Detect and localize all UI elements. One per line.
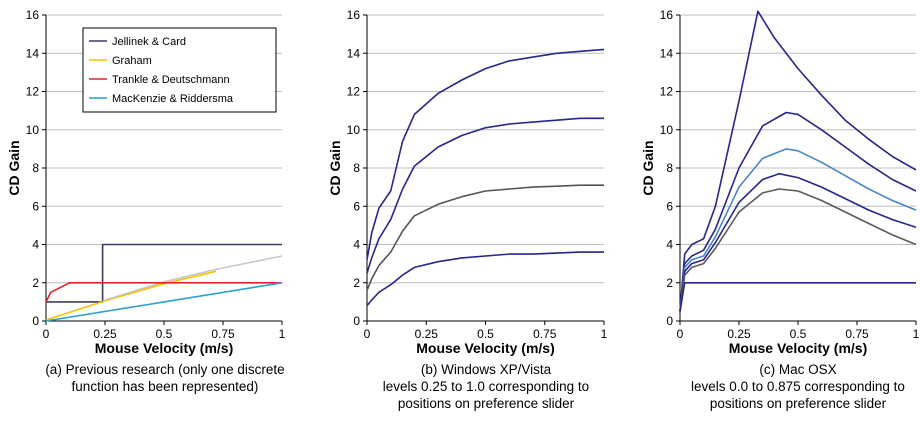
y-tick-label: 6 xyxy=(666,199,673,213)
y-tick-label: 14 xyxy=(26,46,40,60)
series-line-3 xyxy=(679,148,917,312)
x-axis-label: Mouse Velocity (m/s) xyxy=(416,340,554,356)
x-tick-label: 0 xyxy=(677,327,684,341)
x-tick-label: 0 xyxy=(43,327,50,341)
y-tick-label: 0 xyxy=(666,314,673,328)
y-tick-label: 10 xyxy=(347,123,361,137)
y-tick-label: 2 xyxy=(353,276,360,290)
x-axis-label: Mouse Velocity (m/s) xyxy=(95,340,233,356)
caption-line: positions on preference slider xyxy=(710,396,887,411)
y-tick-label: 10 xyxy=(660,123,674,137)
y-tick-label: 2 xyxy=(666,276,673,290)
x-tick-label: 1 xyxy=(913,327,920,341)
caption-line: levels 0.0 to 0.875 corresponding to xyxy=(691,379,905,394)
x-tick-label: 0 xyxy=(364,327,371,341)
series-line-1 xyxy=(366,48,605,260)
caption-line: function has been represented) xyxy=(72,379,259,394)
y-axis-label: CD Gain xyxy=(6,140,22,195)
series-line-3 xyxy=(366,184,604,291)
legend: Jellinek & Card Graham Trankle & Deutschma… xyxy=(82,27,277,113)
y-tick-label: 4 xyxy=(32,238,39,252)
legend-label: Trankle & Deutschmann xyxy=(112,74,230,86)
x-tick-label: 0.25 xyxy=(93,327,117,341)
caption-line: (b) Windows XP/Vista xyxy=(421,362,552,377)
series-line-6 xyxy=(679,281,916,312)
chart-panel-2: 0 2 4 6 8 10 12 14 16 0 0.25 0.5 0.75 1 Mouse Velocity… xyxy=(327,8,608,411)
y-tick-label: 12 xyxy=(660,85,674,99)
caption-line: (a) Previous research (only one discrete xyxy=(45,362,284,377)
caption-line: positions on preference slider xyxy=(398,396,575,411)
series-line-4 xyxy=(366,251,604,307)
series-line-1 xyxy=(46,243,282,303)
series-line-4 xyxy=(679,172,917,312)
caption-line: levels 0.25 to 1.0 corresponding to xyxy=(383,379,589,394)
x-tick-label: 0.75 xyxy=(211,327,235,341)
y-tick-label: 12 xyxy=(26,85,40,99)
y-tick-label: 16 xyxy=(660,8,674,22)
y-tick-label: 14 xyxy=(347,46,361,60)
y-tick-label: 16 xyxy=(347,8,361,22)
x-tick-label: 1 xyxy=(279,327,286,341)
y-axis-label: CD Gain xyxy=(640,140,656,195)
chart-panel-1: 0 2 4 6 8 10 12 14 16 0 0.25 0.5 0.75 1 Mouse Velocity… xyxy=(6,8,286,394)
y-tick-label: 8 xyxy=(32,161,39,175)
y-tick-label: 12 xyxy=(347,85,361,99)
y-axis-label: CD Gain xyxy=(327,140,343,195)
caption-line: (c) Mac OSX xyxy=(759,362,836,377)
x-tick-label: 0.75 xyxy=(533,327,557,341)
x-tick-label: 0.25 xyxy=(415,327,439,341)
y-tick-label: 16 xyxy=(26,8,40,22)
legend-label: Graham xyxy=(112,55,152,67)
series-line-5 xyxy=(679,188,917,312)
y-tick-label: 8 xyxy=(666,161,673,175)
x-tick-label: 0.5 xyxy=(477,327,494,341)
series-line-2 xyxy=(366,117,604,274)
y-tick-label: 6 xyxy=(353,199,360,213)
series-line-3 xyxy=(104,255,283,301)
y-tick-label: 0 xyxy=(32,314,39,328)
y-tick-label: 2 xyxy=(32,276,39,290)
y-tick-label: 0 xyxy=(353,314,360,328)
series-line-4 xyxy=(45,281,282,303)
series-line-1 xyxy=(679,10,917,312)
series-line-2 xyxy=(45,270,217,321)
x-tick-label: 0.5 xyxy=(156,327,173,341)
series-line-2 xyxy=(679,111,917,312)
y-tick-label: 10 xyxy=(26,123,40,137)
x-axis-label: Mouse Velocity (m/s) xyxy=(729,340,867,356)
legend-label: MacKenzie & Riddersma xyxy=(112,93,234,105)
y-tick-label: 4 xyxy=(666,238,673,252)
chart-panel-3: 0 2 4 6 8 10 12 14 16 0 0.25 0.5 0.75 1 Mouse Velocity… xyxy=(640,8,920,411)
legend-box xyxy=(82,27,277,113)
x-tick-label: 1 xyxy=(601,327,608,341)
y-tick-label: 4 xyxy=(353,238,360,252)
y-tick-label: 14 xyxy=(660,46,674,60)
x-tick-label: 0.5 xyxy=(790,327,807,341)
series-line-5 xyxy=(45,282,283,322)
x-tick-label: 0.25 xyxy=(727,327,751,341)
legend-label: Jellinek & Card xyxy=(112,36,186,48)
y-tick-label: 6 xyxy=(32,199,39,213)
x-tick-label: 0.75 xyxy=(845,327,869,341)
y-tick-label: 8 xyxy=(353,161,360,175)
